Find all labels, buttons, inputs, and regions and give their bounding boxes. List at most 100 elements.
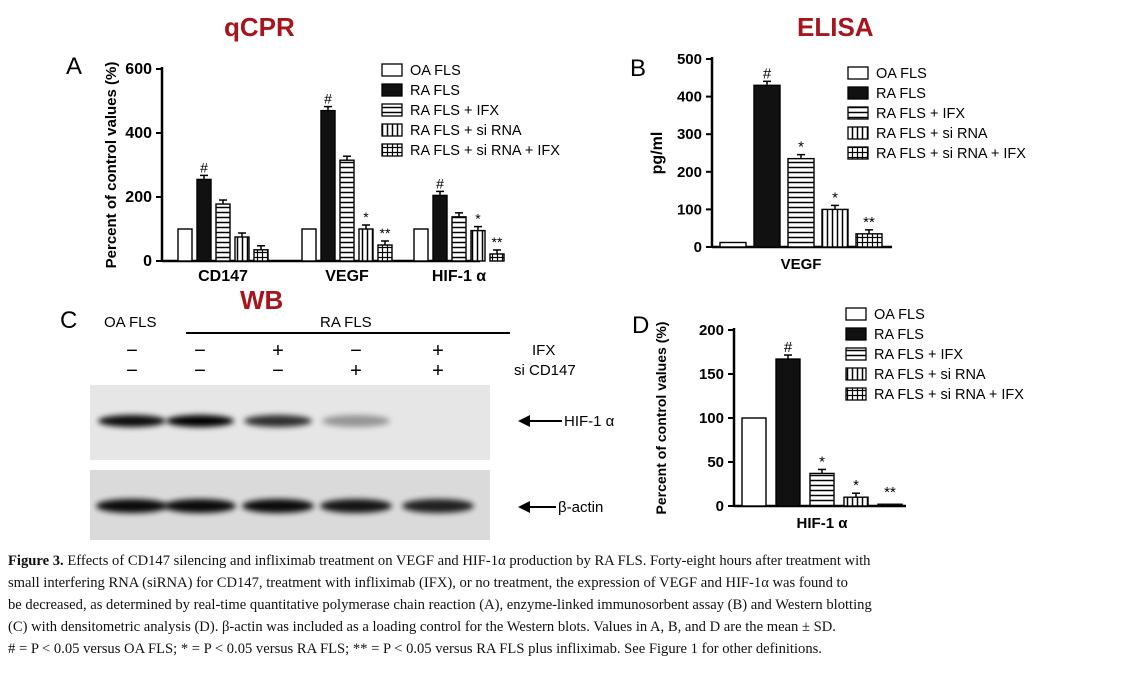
caption-label: Figure 3.	[8, 553, 64, 569]
panel-letter-a: A	[66, 53, 83, 80]
x-category-label: CD147	[198, 268, 248, 285]
actin-band	[164, 499, 236, 513]
y-tick-label: 500	[677, 51, 702, 68]
bar-d-1-2	[775, 358, 801, 507]
legend-swatch	[847, 146, 869, 160]
band-label-actin: β-actin	[558, 499, 603, 516]
hif-band	[98, 415, 166, 427]
y-tick-label: 50	[707, 454, 724, 471]
legend-swatch	[381, 63, 403, 77]
bar-a-2-4	[358, 228, 374, 262]
legend-label: RA FLS + IFX	[410, 103, 499, 119]
y-tick-label: 0	[716, 498, 724, 515]
bar-b-1-1	[719, 241, 747, 248]
significance-marker: **	[492, 234, 503, 250]
legend-swatch	[845, 347, 867, 361]
legend-label: RA FLS + si RNA + IFX	[876, 146, 1026, 162]
figure-caption: Figure 3. Effects of CD147 silencing and…	[8, 550, 1120, 660]
bar-a-3-4	[470, 229, 486, 262]
y-tick-label: 400	[125, 125, 152, 142]
legend-label: RA FLS + si RNA + IFX	[874, 387, 1024, 403]
legend-swatch	[845, 327, 867, 341]
significance-marker: #	[763, 65, 772, 82]
legend-label: RA FLS + IFX	[876, 106, 965, 122]
significance-marker: *	[363, 209, 369, 225]
significance-marker: *	[475, 211, 481, 227]
blot-row-label-si: si CD147	[514, 362, 576, 379]
x-category-label: HIF-1 α	[432, 268, 486, 285]
y-tick-label: 200	[677, 164, 702, 181]
significance-marker: *	[832, 189, 838, 206]
blot-sign-ifx: +	[432, 340, 444, 362]
legend-label: RA FLS + IFX	[874, 347, 963, 363]
blot-sign-ifx: −	[126, 340, 138, 362]
method-label-elisa: ELISA	[797, 12, 874, 42]
panel-letter-c: C	[60, 307, 78, 334]
legend-swatch	[845, 307, 867, 321]
bar-d-1-5	[877, 503, 903, 507]
legend-swatch	[847, 86, 869, 100]
bar-b-1-4	[821, 208, 849, 248]
bar-b-1-5	[855, 233, 883, 248]
legend-swatch	[847, 126, 869, 140]
significance-marker: #	[324, 91, 332, 107]
bar-a-1-3	[215, 203, 231, 262]
bar-a-3-2	[432, 194, 448, 262]
significance-marker: #	[200, 159, 208, 175]
blot-sign-si: −	[194, 360, 206, 382]
panel-letter-b: B	[630, 55, 647, 82]
arrowhead-actin	[518, 501, 530, 513]
blot-row-label-ifx: IFX	[532, 342, 555, 359]
actin-band	[320, 499, 392, 513]
bar-a-3-1	[413, 228, 429, 262]
caption-line-4: (C) with densitometric analysis (D). β-a…	[8, 619, 836, 635]
actin-band	[402, 499, 474, 513]
y-tick-label: 100	[699, 410, 724, 427]
y-tick-label: 600	[125, 61, 152, 78]
legend-swatch	[381, 123, 403, 137]
y-tick-label: 200	[125, 189, 152, 206]
significance-marker: *	[819, 453, 825, 470]
blot-sign-ifx: −	[194, 340, 206, 362]
caption-line-3: be decreased, as determined by real-time…	[8, 597, 872, 613]
panel-letter-d: D	[632, 312, 650, 339]
bar-a-2-5	[377, 244, 393, 262]
blot-sign-ifx: +	[272, 340, 284, 362]
blot-sign-si: −	[272, 360, 284, 382]
legend-swatch	[381, 83, 403, 97]
caption-line-1: Effects of CD147 silencing and inflixima…	[67, 553, 871, 569]
arrowhead-hif	[518, 415, 530, 427]
hif-band	[244, 415, 312, 427]
x-category-label: VEGF	[781, 256, 822, 273]
legend-label: RA FLS	[410, 83, 460, 99]
legend-swatch	[847, 66, 869, 80]
blot-sign-si: +	[350, 360, 362, 382]
bar-d-1-3	[809, 472, 835, 507]
significance-marker: **	[380, 225, 391, 241]
method-label-wb: WB	[240, 285, 284, 315]
chart-d-densitometry: 0 50 100 150 200 Percent of control values (%…	[653, 307, 1024, 532]
x-category-label: HIF-1 α	[797, 515, 849, 532]
actin-band	[242, 499, 314, 513]
bar-a-2-1	[301, 228, 317, 262]
legend-swatch	[845, 387, 867, 401]
significance-marker: **	[884, 484, 896, 501]
y-tick-label: 300	[677, 126, 702, 143]
y-axis-label: Percent of control values (%)	[653, 322, 669, 515]
caption-line-2: small interfering RNA (siRNA) for CD147,…	[8, 575, 848, 591]
x-category-label: VEGF	[325, 268, 369, 285]
y-axis-label: Percent of control values (%)	[103, 62, 120, 269]
blot-oa-label: OA FLS	[104, 314, 157, 331]
legend-label: RA FLS	[876, 86, 926, 102]
bar-b-1-3	[787, 157, 815, 248]
legend-swatch	[845, 367, 867, 381]
blot-ra-label: RA FLS	[320, 314, 372, 331]
chart-a-qpcr: 0 200 400 600 Percent of control values (%) #…	[103, 61, 560, 285]
western-blot-c: OA FLS RA FLS IFX si CD147 −−−−+−−+++ HI…	[90, 314, 615, 540]
bar-a-3-5	[489, 253, 505, 262]
legend-swatch	[847, 106, 869, 120]
legend-label: RA FLS	[874, 327, 924, 343]
legend-label: RA FLS + si RNA	[410, 123, 522, 139]
blot-sign-ifx: −	[350, 340, 362, 362]
blot-sign-si: +	[432, 360, 444, 382]
